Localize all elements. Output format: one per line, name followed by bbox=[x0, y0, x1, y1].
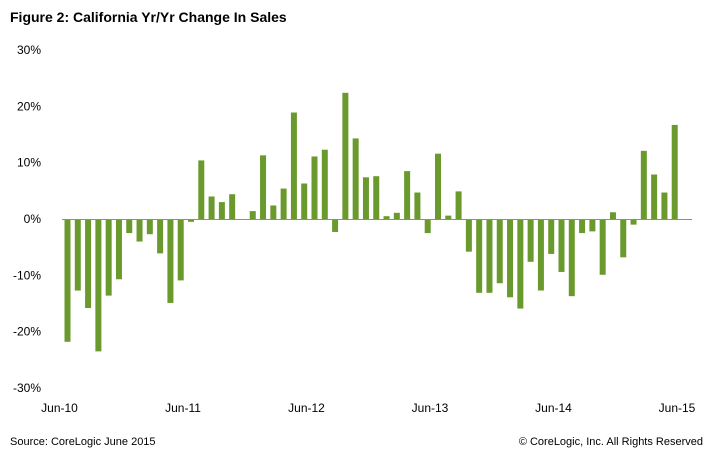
bar bbox=[424, 219, 431, 234]
bar bbox=[630, 219, 637, 225]
bar bbox=[85, 219, 92, 309]
bar bbox=[188, 219, 194, 222]
bar bbox=[589, 219, 596, 232]
bar bbox=[105, 219, 112, 296]
bar bbox=[218, 202, 225, 219]
y-tick-label: -20% bbox=[13, 325, 41, 339]
y-tick-label: -30% bbox=[13, 381, 41, 395]
bar bbox=[435, 153, 441, 219]
x-tick-label: Jun-12 bbox=[288, 401, 325, 415]
bar bbox=[167, 219, 174, 303]
bar bbox=[507, 219, 514, 298]
bar bbox=[537, 219, 544, 291]
chart-title: Figure 2: California Yr/Yr Change In Sal… bbox=[10, 9, 287, 25]
bar bbox=[177, 219, 184, 281]
y-tick-label: 30% bbox=[17, 43, 41, 57]
bar bbox=[455, 191, 462, 219]
source-note: Source: CoreLogic June 2015 bbox=[10, 436, 156, 448]
bar bbox=[301, 183, 308, 219]
bar bbox=[393, 212, 400, 219]
bar bbox=[260, 155, 267, 219]
bar bbox=[548, 219, 555, 254]
bar bbox=[568, 219, 575, 297]
bar bbox=[640, 150, 647, 219]
bar bbox=[383, 216, 390, 219]
bar bbox=[579, 219, 586, 234]
bar bbox=[157, 219, 164, 254]
bar bbox=[362, 177, 369, 219]
bar bbox=[95, 219, 102, 352]
bar bbox=[280, 188, 287, 219]
bar bbox=[661, 192, 668, 219]
x-tick-label: Jun-10 bbox=[41, 401, 78, 415]
bar bbox=[373, 176, 380, 219]
bar bbox=[321, 149, 328, 219]
y-tick-label: 10% bbox=[17, 156, 41, 170]
x-tick-label: Jun-13 bbox=[412, 401, 449, 415]
x-tick-label: Jun-15 bbox=[659, 401, 696, 415]
bar bbox=[517, 219, 524, 309]
bar bbox=[671, 124, 678, 219]
y-tick-label: 20% bbox=[17, 99, 41, 113]
bar bbox=[64, 219, 71, 342]
bar bbox=[496, 219, 503, 284]
bar bbox=[342, 92, 349, 219]
bar bbox=[146, 219, 153, 235]
x-tick-label: Jun-14 bbox=[535, 401, 572, 415]
bar bbox=[74, 219, 81, 291]
bar bbox=[311, 156, 318, 219]
x-tick-label: Jun-11 bbox=[165, 401, 201, 415]
x-axis: Jun-10 Jun-11 Jun-12 Jun-13 Jun-14 Jun-15 bbox=[41, 401, 696, 415]
bar bbox=[486, 219, 493, 293]
bar bbox=[136, 219, 143, 242]
bar bbox=[115, 219, 122, 280]
bar bbox=[609, 212, 616, 219]
bar bbox=[290, 112, 297, 219]
bar bbox=[651, 174, 658, 219]
y-tick-label: -10% bbox=[13, 268, 41, 282]
bar bbox=[558, 219, 565, 272]
bar bbox=[476, 219, 483, 293]
bar bbox=[198, 160, 205, 219]
bar bbox=[352, 138, 359, 219]
bar bbox=[404, 171, 411, 219]
bar bbox=[599, 219, 606, 275]
bar bbox=[249, 211, 256, 219]
bar bbox=[445, 215, 452, 219]
bar bbox=[620, 219, 627, 258]
bar bbox=[126, 219, 133, 234]
bar bbox=[332, 219, 339, 232]
y-axis: 30% 20% 10% 0% -10% -20% -30% bbox=[13, 43, 41, 395]
bar bbox=[527, 219, 534, 262]
bar bbox=[208, 196, 215, 219]
bar bbox=[270, 205, 277, 219]
bar bbox=[414, 192, 421, 219]
bar-series bbox=[64, 92, 678, 352]
bar bbox=[465, 219, 472, 252]
copyright-note: © CoreLogic, Inc. All Rights Reserved bbox=[518, 436, 703, 448]
y-tick-label: 0% bbox=[24, 212, 42, 226]
bar-chart: 30%20%10%0%-10%-20%-30% Jun-10 Jun-11 Jun-… bbox=[13, 43, 696, 415]
bar bbox=[229, 194, 236, 219]
